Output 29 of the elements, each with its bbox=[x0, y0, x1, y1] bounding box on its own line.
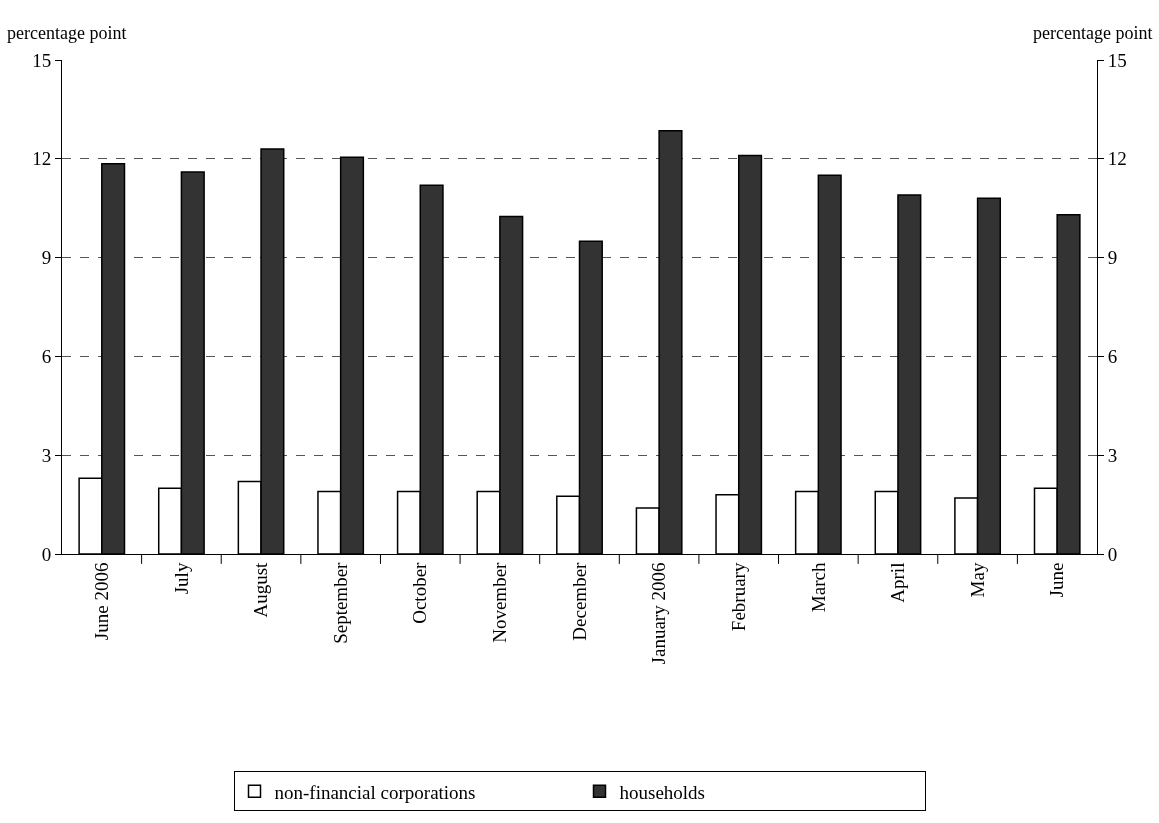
legend-label: non-financial corporations bbox=[274, 781, 476, 803]
x-tick-label: August bbox=[250, 561, 272, 618]
y2-tick-label: 0 bbox=[1107, 543, 1118, 565]
x-tick-label: November bbox=[489, 561, 511, 643]
x-tick-label: June 2006 bbox=[90, 562, 112, 641]
x-tick-label: October bbox=[409, 561, 431, 624]
x-tick-label: April bbox=[887, 562, 909, 603]
y-tick-label: 6 bbox=[41, 346, 52, 368]
y2-tick-label: 6 bbox=[1107, 346, 1118, 368]
x-tick-label: March bbox=[807, 562, 829, 613]
x-tick-label: June bbox=[1046, 562, 1068, 598]
y-tick-label: 9 bbox=[41, 247, 52, 269]
y2-tick-label: 15 bbox=[1107, 49, 1127, 71]
y-tick-label: 12 bbox=[32, 148, 52, 170]
x-tick-label: July bbox=[170, 562, 192, 595]
y2-axis-title: percentage point bbox=[1033, 23, 1153, 43]
y-axis-title: percentage point bbox=[7, 23, 127, 43]
x-tick-label: September bbox=[329, 561, 351, 644]
x-tick-label: February bbox=[727, 562, 749, 632]
y2-tick-label: 3 bbox=[1107, 444, 1118, 466]
y-tick-label: 3 bbox=[41, 444, 52, 466]
x-tick-label: May bbox=[966, 562, 988, 598]
y-tick-label: 15 bbox=[32, 49, 52, 71]
y2-tick-label: 9 bbox=[1107, 247, 1118, 269]
y2-tick-label: 12 bbox=[1107, 148, 1127, 170]
y-tick-label: 0 bbox=[41, 543, 52, 565]
x-tick-label: January 2006 bbox=[648, 562, 670, 665]
legend-label: households bbox=[619, 781, 705, 803]
x-tick-label: December bbox=[568, 561, 590, 641]
